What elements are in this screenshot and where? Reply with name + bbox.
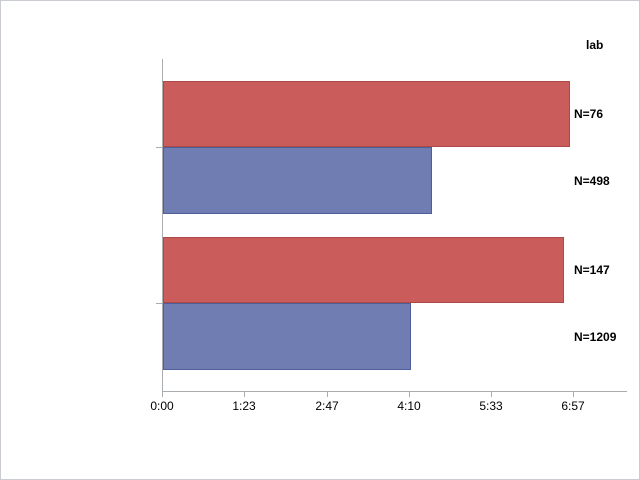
x-axis-tick: [244, 392, 245, 397]
x-axis-tick-label: 6:57: [561, 399, 585, 413]
bar-count-label: N=147: [574, 263, 610, 277]
bar-red-n76: [163, 81, 570, 147]
x-axis-tick-label: 4:10: [397, 399, 421, 413]
x-axis-tick: [491, 392, 492, 397]
x-axis-tick: [409, 392, 410, 397]
plot-area: [162, 59, 627, 392]
y-axis-tick: [156, 147, 162, 148]
x-axis-tick-label: 5:33: [479, 399, 503, 413]
x-axis-tick-label: 2:47: [315, 399, 339, 413]
x-axis-tick: [327, 392, 328, 397]
x-axis-tick: [573, 392, 574, 397]
bar-count-label: N=76: [574, 107, 604, 121]
legend-title: lab: [586, 38, 604, 52]
bar-blue-n1209: [163, 303, 411, 370]
x-axis-tick: [162, 392, 163, 397]
bar-count-label: N=1209: [574, 329, 617, 344]
bar-blue-n498: [163, 147, 432, 214]
bar-red-n147: [163, 237, 564, 303]
bar-count-label: N=498: [574, 173, 610, 188]
y-axis-tick: [156, 303, 162, 304]
x-axis-tick-label: 1:23: [232, 399, 256, 413]
x-axis-tick-label: 0:00: [150, 399, 174, 413]
